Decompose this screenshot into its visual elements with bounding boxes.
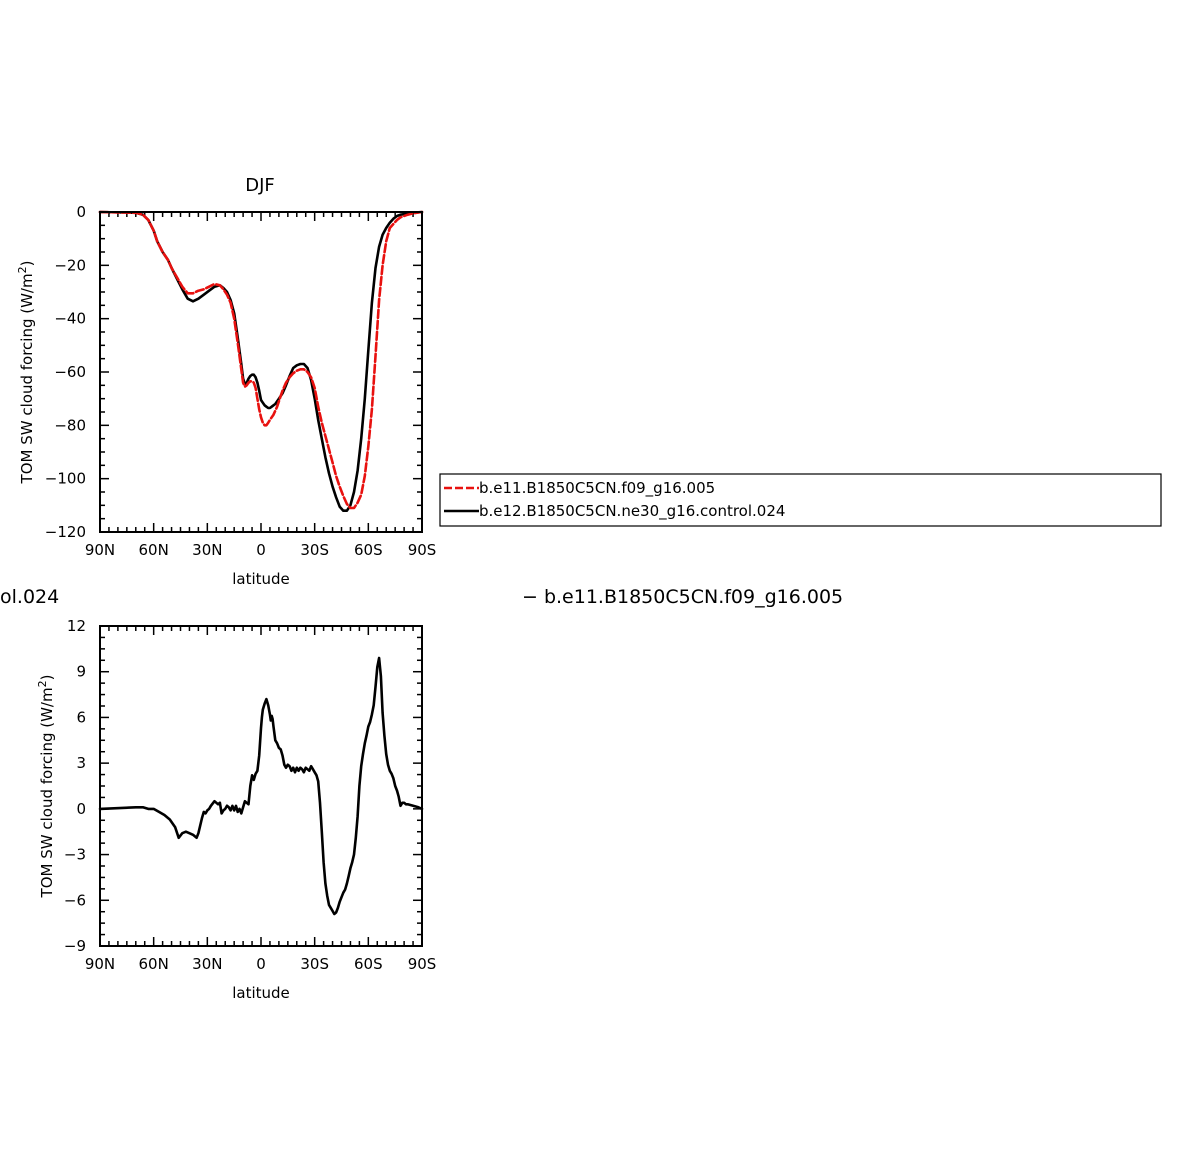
bottom-y-tick-label: −3 [64,846,86,864]
bottom-title-right-fragment: − b.e11.B1850C5CN.f09_g16.005 [522,586,843,608]
bottom-y-tick-label: 9 [76,663,86,681]
bottom-x-tick-label: 30S [300,955,329,973]
top-y-tick-label: 0 [76,203,86,221]
top-y-tick-label: −60 [54,363,86,381]
top-x-tick-label: 30S [300,541,329,559]
top-x-tick-label: 0 [256,541,266,559]
bottom-series-line-1 [98,656,424,916]
top-x-tick-label: 60S [354,541,383,559]
top-y-tick-label: −40 [54,310,86,328]
top-plot-title: DJF [245,175,275,196]
top-y-axis-title: TOM SW cloud forcing (W/m2) [16,261,36,485]
top-x-tick-label: 90S [408,541,437,559]
top-panel: DJF 90N 60N 30N 0 30S 60S 90S 0 −20 −40 −60 −80 −100… [16,175,436,588]
bottom-y-tick-label: 6 [76,708,86,726]
bottom-y-axis-title: TOM SW cloud forcing (W/m2) [36,675,56,899]
bottom-y-tick-label: 0 [76,800,86,818]
bottom-x-tick-label: 90N [85,955,115,973]
top-y-tick-label: −20 [54,256,86,274]
bottom-x-tick-label: 60S [354,955,383,973]
top-x-axis-title: latitude [232,570,290,588]
legend-box [439,473,1162,527]
bottom-x-tick-label: 90S [408,955,437,973]
bottom-y-tick-label: −9 [64,937,86,955]
bottom-y-tick-label: −6 [64,891,86,909]
bottom-plot-area: 90N 60N 30N 0 30S 60S 90S 12 9 6 3 0 −3 −6 −9 [64,617,436,973]
bottom-plot-frame [99,625,423,947]
top-x-tick-label: 90N [85,541,115,559]
bottom-x-tick-label: 0 [256,955,266,973]
legend-label-series-2: b.e12.B1850C5CN.ne30_g16.control.024 [479,502,785,521]
top-plot-area: 90N 60N 30N 0 30S 60S 90S 0 −20 −40 −60 −80 −100 −120 [45,203,437,559]
bottom-panel: ol.024 − b.e11.B1850C5CN.f09_g16.005 90N… [0,586,843,1002]
bottom-y-tick-label: 3 [76,754,86,772]
bottom-x-axis-title: latitude [232,984,290,1002]
top-y-tick-label: −80 [54,416,86,434]
top-x-tick-label: 30N [192,541,222,559]
top-x-tick-label: 60N [139,541,169,559]
top-series-line-1 [98,210,424,513]
top-series-line-2 [98,210,424,510]
bottom-x-tick-label: 30N [192,955,222,973]
top-plot-frame [99,211,423,533]
bottom-x-tick-label: 60N [139,955,169,973]
top-y-tick-label: −120 [45,523,86,541]
legend-label-series-1: b.e11.B1850C5CN.f09_g16.005 [479,479,715,498]
bottom-title-left-fragment: ol.024 [0,586,59,608]
top-y-tick-label: −100 [45,470,86,488]
bottom-y-tick-label: 12 [67,617,86,635]
legend: b.e11.B1850C5CN.f09_g16.005 b.e12.B1850C… [439,473,1162,527]
